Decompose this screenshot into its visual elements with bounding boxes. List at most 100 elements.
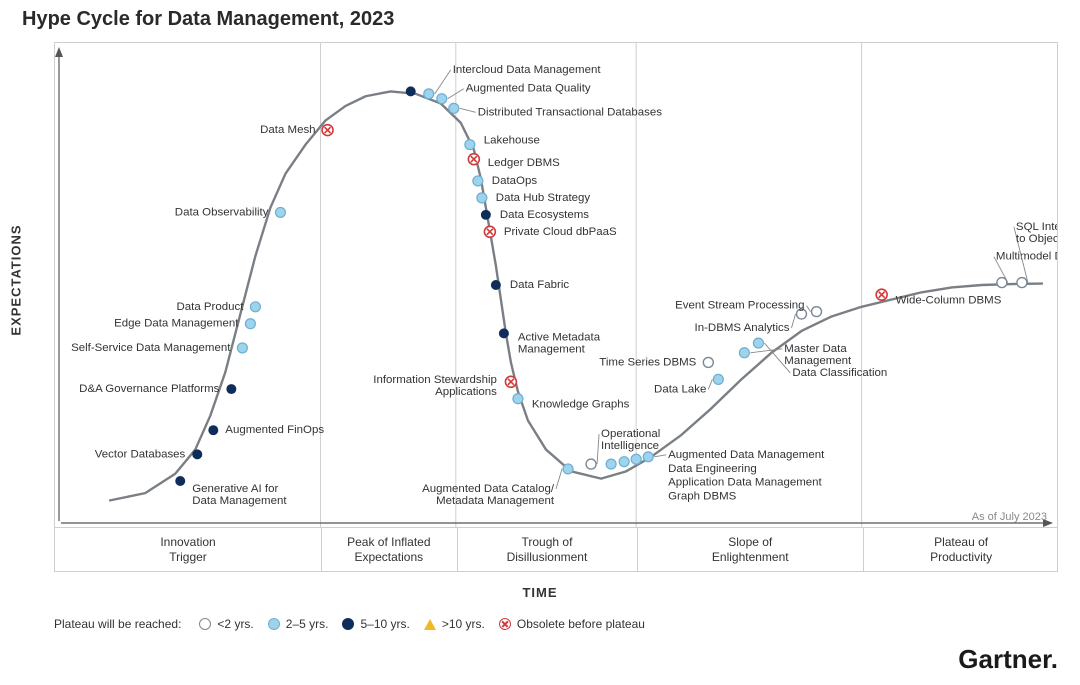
svg-text:Data Lake: Data Lake	[654, 383, 706, 395]
legend-text-b25: 2–5 yrs.	[286, 617, 329, 631]
svg-text:Distributed Transactional Data: Distributed Transactional Databases	[478, 106, 662, 118]
plot-svg: Generative AI forData Management Vector D…	[55, 43, 1057, 527]
svg-text:Data Fabric: Data Fabric	[510, 279, 570, 291]
legend-item-b25: 2–5 yrs.	[268, 617, 329, 631]
point-label-da-gov: D&A Governance Platforms	[79, 383, 219, 395]
svg-text:Data Product: Data Product	[176, 301, 244, 313]
point-label-ts-dbms: Time Series DBMS	[599, 356, 696, 368]
svg-text:Application Data Management: Application Data Management	[668, 477, 822, 489]
point-label-aug-dm: Augmented Data Management	[668, 449, 825, 461]
legend-swatch-b510	[342, 618, 354, 630]
svg-text:Data Observability: Data Observability	[175, 206, 269, 218]
svg-text:Operational: Operational	[601, 428, 660, 440]
point-label-aug-finops: Augmented FinOps	[225, 424, 324, 436]
legend: Plateau will be reached: <2 yrs. 2–5 yrs.…	[54, 617, 645, 631]
hype-cycle-chart: Hype Cycle for Data Management, 2023 EXP…	[0, 0, 1080, 685]
point-label-data-obs: Data Observability	[175, 206, 269, 218]
svg-text:SQL Interfaces: SQL Interfaces	[1016, 221, 1057, 233]
point-label-kg: Knowledge Graphs	[532, 399, 630, 411]
legend-swatch-gt10	[424, 619, 436, 630]
legend-item-lt2: <2 yrs.	[199, 617, 253, 631]
point-label-active-meta: Active MetadataManagement	[518, 331, 601, 355]
phase-strip: Innovation TriggerPeak of Inflated Expec…	[54, 528, 1058, 572]
phase-peak: Peak of Inflated Expectations	[321, 532, 457, 568]
point-label-esp: Event Stream Processing	[675, 300, 804, 312]
point-label-op-intel: OperationalIntelligence	[601, 428, 660, 452]
svg-text:Ledger DBMS: Ledger DBMS	[488, 157, 560, 169]
legend-text-obs: Obsolete before plateau	[517, 617, 645, 631]
legend-label: Plateau will be reached:	[54, 617, 181, 631]
point-label-ledger: Ledger DBMS	[488, 157, 560, 169]
legend-swatch-b25	[268, 618, 280, 630]
plot-area: Generative AI forData Management Vector D…	[54, 42, 1058, 528]
point-label-gen-ai-dm: Generative AI forData Management	[192, 483, 287, 507]
svg-text:Augmented Data Catalog/: Augmented Data Catalog/	[422, 483, 555, 495]
brand-logo: Gartner.	[958, 644, 1058, 675]
phase-divider	[457, 528, 458, 571]
svg-text:Master Data: Master Data	[784, 343, 847, 355]
point-label-wide-col: Wide-Column DBMS	[896, 295, 1002, 307]
svg-text:Generative AI for: Generative AI for	[192, 483, 278, 495]
svg-text:Management: Management	[518, 343, 586, 355]
phase-slope: Slope of Enlightenment	[637, 532, 863, 568]
point-label-data-class: Data Classification	[792, 367, 887, 379]
point-label-data-hub: Data Hub Strategy	[496, 192, 591, 204]
legend-text-lt2: <2 yrs.	[217, 617, 253, 631]
svg-text:Active Metadata: Active Metadata	[518, 331, 601, 343]
legend-item-b510: 5–10 yrs.	[342, 617, 409, 631]
svg-text:Knowledge Graphs: Knowledge Graphs	[532, 399, 630, 411]
phase-plateau: Plateau of Productivity	[863, 532, 1059, 568]
legend-text-gt10: >10 yrs.	[442, 617, 485, 631]
svg-text:DataOps: DataOps	[492, 175, 538, 187]
chart-title: Hype Cycle for Data Management, 2023	[22, 8, 394, 31]
svg-text:Graph DBMS: Graph DBMS	[668, 491, 737, 503]
svg-text:Data Mesh: Data Mesh	[260, 124, 315, 136]
point-label-sql-obj: SQL Interfacesto Object Stores	[1016, 221, 1057, 245]
point-label-mdm: Master DataManagement	[784, 343, 852, 367]
point-label-multimodel: Multimodel DBMS	[996, 251, 1057, 263]
point-label-data-product: Data Product	[176, 301, 244, 313]
svg-text:Private Cloud dbPaaS: Private Cloud dbPaaS	[504, 226, 617, 238]
svg-text:In-DBMS Analytics: In-DBMS Analytics	[695, 322, 790, 334]
svg-text:Augmented Data Management: Augmented Data Management	[668, 449, 825, 461]
point-label-data-eng: Data Engineering	[668, 463, 757, 475]
legend-item-gt10: >10 yrs.	[424, 617, 485, 631]
point-label-intercloud: Intercloud Data Management	[453, 64, 602, 76]
point-label-data-lake: Data Lake	[654, 383, 706, 395]
svg-text:Event Stream Processing: Event Stream Processing	[675, 300, 804, 312]
svg-text:Self-Service Data Management: Self-Service Data Management	[71, 342, 231, 354]
point-label-graph-dbms: Graph DBMS	[668, 491, 737, 503]
svg-text:Data Hub Strategy: Data Hub Strategy	[496, 192, 591, 204]
point-label-info-stew: Information StewardshipApplications	[373, 374, 497, 398]
point-label-dataops: DataOps	[492, 175, 538, 187]
y-axis-label: EXPECTATIONS	[9, 224, 24, 335]
point-label-ss-dm: Self-Service Data Management	[71, 342, 231, 354]
svg-text:Data Management: Data Management	[192, 495, 287, 507]
svg-text:Data Engineering: Data Engineering	[668, 463, 757, 475]
svg-text:Vector Databases: Vector Databases	[95, 448, 186, 460]
phase-innovation: Innovation Trigger	[55, 532, 321, 568]
svg-text:Applications: Applications	[435, 386, 497, 398]
svg-text:Edge Data Management: Edge Data Management	[114, 318, 239, 330]
phase-divider	[863, 528, 864, 571]
svg-text:Metadata Management: Metadata Management	[436, 495, 555, 507]
as-of-text: As of July 2023	[972, 511, 1047, 523]
svg-text:Data Classification: Data Classification	[792, 367, 887, 379]
svg-text:Intercloud Data Management: Intercloud Data Management	[453, 64, 602, 76]
point-label-in-dbms: In-DBMS Analytics	[695, 322, 790, 334]
svg-text:Information Stewardship: Information Stewardship	[373, 374, 497, 386]
phase-divider	[637, 528, 638, 571]
legend-item-obs: Obsolete before plateau	[499, 617, 645, 631]
legend-text-b510: 5–10 yrs.	[360, 617, 409, 631]
point-label-edge-dm: Edge Data Management	[114, 318, 239, 330]
phase-trough: Trough of Disillusionment	[457, 532, 638, 568]
svg-text:Augmented Data Quality: Augmented Data Quality	[466, 83, 591, 95]
svg-text:Intelligence: Intelligence	[601, 440, 659, 452]
point-label-aug-catalog: Augmented Data Catalog/Metadata Manageme…	[422, 483, 555, 507]
phase-divider	[321, 528, 322, 571]
point-label-app-dm: Application Data Management	[668, 477, 822, 489]
svg-text:D&A Governance Platforms: D&A Governance Platforms	[79, 383, 219, 395]
svg-text:Time Series DBMS: Time Series DBMS	[599, 356, 696, 368]
legend-swatch-obs	[499, 618, 511, 630]
x-axis-label: TIME	[522, 585, 557, 600]
